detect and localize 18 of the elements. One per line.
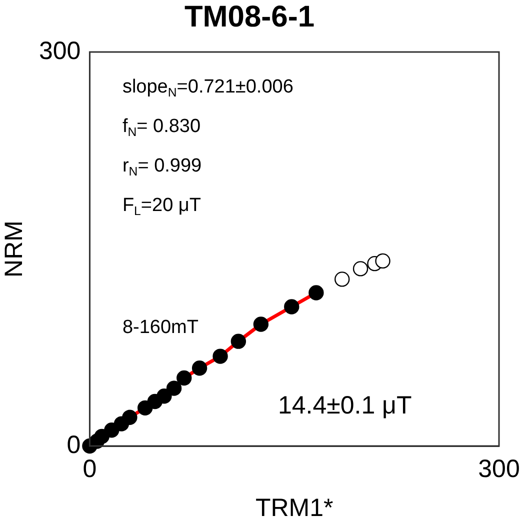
point — [122, 410, 138, 425]
point — [334, 272, 350, 287]
point — [192, 360, 208, 376]
point — [230, 334, 246, 349]
point — [375, 253, 390, 269]
y-axis-title: NRM — [0, 220, 28, 278]
x-axis-title: TRM1* — [255, 494, 334, 522]
point — [253, 316, 269, 332]
annotation: 8-160mT — [122, 317, 199, 338]
point — [352, 261, 368, 276]
point — [212, 348, 228, 364]
chart-title: TM08-6-1 — [184, 0, 315, 34]
point — [284, 299, 300, 314]
point — [166, 380, 182, 396]
point — [176, 370, 192, 386]
annotation: 14.4±0.1 μT — [278, 391, 412, 420]
point — [156, 388, 172, 404]
point — [308, 285, 324, 300]
